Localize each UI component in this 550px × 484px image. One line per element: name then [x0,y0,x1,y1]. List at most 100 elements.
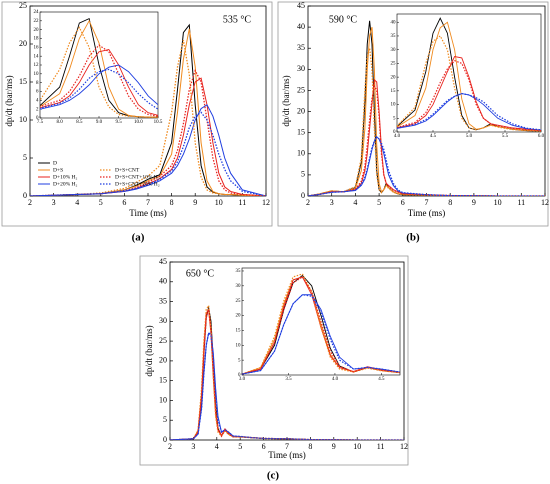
inset-x-tick-label: 3.5 [285,377,292,382]
inset-x-tick-label: 9.5 [116,120,123,125]
series-line [30,40,266,196]
inset-area [396,13,542,133]
inset-x-tick-label: 10.5 [154,120,163,125]
inset-y-tick-label: 0 [393,130,396,135]
inset-x-tick-label: 7.5 [37,120,44,125]
inset-series-line [397,21,541,132]
inset-y-tick-label: 6 [36,90,39,95]
x-tick-label: 6 [401,198,405,207]
x-axis-label: Time (ms) [408,208,445,218]
y-tick-label: 40 [297,22,305,31]
panel-frame [277,1,549,227]
x-tick-label: 11 [517,198,525,207]
panel-label: (b) [406,232,420,244]
inset-series-line [242,273,400,375]
inset-x-tick-label: 5.5 [502,134,509,139]
x-tick-label: 9 [193,198,197,207]
inset-series-line [40,64,158,110]
x-tick-label: 7 [285,442,289,451]
x-tick-label: 10 [353,442,361,451]
x-tick-label: 8 [170,198,174,207]
legend-label: D+S+CNT [115,167,140,173]
inset-y-tick-label: 25 [391,62,397,67]
y-tick-label: 0 [163,435,167,444]
inset-y-tick-label: 4 [36,98,39,103]
y-tick-label: 25 [159,336,167,345]
inset-x-tick-label: 8.0 [57,120,64,125]
inset-x-tick-label: 4.5 [430,134,437,139]
inset-y-tick-label: 5 [393,116,396,121]
y-tick-label: 45 [159,257,167,266]
x-tick-label: 8 [448,198,452,207]
inset-x-tick-label: 10.0 [134,120,143,125]
inset-series-line [242,276,400,375]
inset-y-tick-label: 24 [34,10,40,15]
x-tick-label: 10 [494,198,502,207]
series-line [170,303,404,440]
inset-y-tick-label: 2 [36,107,39,112]
y-tick-label: 45 [297,1,305,10]
legend-label: D+20% H₂ [53,181,78,187]
x-tick-label: 2 [306,198,310,207]
inset-y-tick-label: 10 [34,72,40,77]
x-tick-label: 2 [168,442,172,451]
y-tick-label: 20 [19,39,27,48]
x-tick-label: 9 [332,442,336,451]
y-tick-label: 20 [297,106,305,115]
series-line [308,135,545,196]
inset-y-tick-label: 0 [238,373,241,378]
panel-label: (c) [267,470,280,482]
series-line [308,136,545,196]
y-tick-label: 0 [301,191,305,200]
y-tick-label: 0 [23,191,27,200]
inset-series-line [397,17,541,132]
y-tick-label: 10 [159,395,167,404]
inset-y-tick-label: 12 [34,63,40,68]
y-tick-label: 10 [19,115,27,124]
x-tick-label: 7 [425,198,429,207]
y-tick-label: 25 [19,1,27,10]
inset-y-tick-label: 20 [391,75,397,80]
inset-x-tick-label: 3.0 [239,377,246,382]
x-tick-label: 6 [262,442,266,451]
inset-x-tick-label: 6.0 [538,134,545,139]
inset-x-tick-label: 8.5 [76,120,83,125]
inset-y-tick-label: 0 [36,116,39,121]
series-line [30,28,266,196]
x-axis-label: Time (ms) [268,450,305,460]
inset-y-tick-label: 15 [391,89,397,94]
legend-label: D [53,160,57,166]
annotation: 650 °C [186,268,214,279]
x-tick-label: 5 [377,198,381,207]
inset-y-tick-label: 15 [236,329,242,334]
y-tick-label: 5 [23,153,27,162]
legend-label: D+S+CNT+20% H₂ [115,181,160,187]
x-axis-label: Time (ms) [129,208,166,218]
inset-y-tick-label: 20 [236,314,242,319]
x-tick-label: 3 [330,198,334,207]
annotation: 535 °C [223,14,251,25]
y-tick-label: 20 [159,356,167,365]
inset-x-tick-label: 5.0 [466,134,473,139]
inset-x-tick-label: 4.5 [378,377,385,382]
legend-label: D+S+CNT+10% H₂ [115,174,160,180]
x-tick-label: 6 [122,198,126,207]
x-tick-label: 8 [308,442,312,451]
inset-y-tick-label: 18 [34,37,40,42]
x-tick-label: 5 [99,198,103,207]
inset-x-tick-label: 9.0 [96,120,103,125]
y-tick-label: 10 [297,149,305,158]
x-tick-label: 4 [353,198,357,207]
x-tick-label: 9 [472,198,476,207]
inset-series-line [40,49,158,116]
x-tick-label: 3 [191,442,195,451]
legend-label: D+10% H₂ [53,174,78,180]
x-tick-label: 10 [215,198,223,207]
y-axis-label: dp/dt (bar/ms) [281,75,291,126]
inset-y-tick-label: 40 [391,20,397,25]
inset-series-line [397,35,541,132]
x-tick-label: 12 [262,198,270,207]
inset-x-tick-label: 4.0 [332,377,339,382]
y-tick-label: 25 [297,85,305,94]
